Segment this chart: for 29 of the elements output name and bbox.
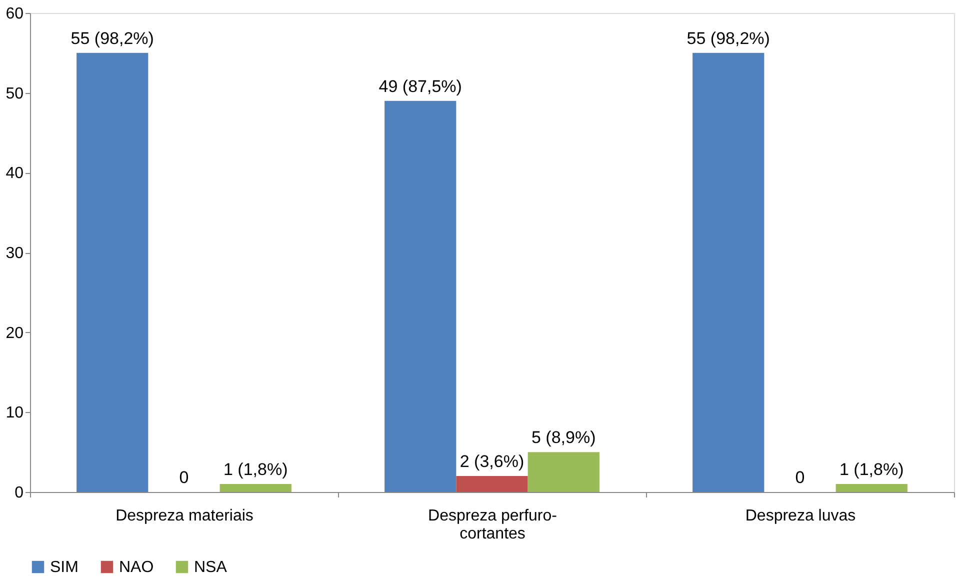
bar: [456, 476, 528, 492]
y-tick-label: 50: [6, 85, 24, 102]
legend-label: NAO: [119, 559, 154, 576]
bar: [76, 52, 148, 492]
data-label: 55 (98,2%): [686, 28, 770, 48]
data-label: 0: [795, 468, 805, 487]
data-label: 1 (1,8%): [224, 460, 288, 480]
data-label: 0: [179, 468, 189, 487]
data-label: 49 (87,5%): [378, 76, 462, 96]
legend-label: NSA: [194, 559, 228, 576]
y-tick-label: 10: [6, 404, 24, 422]
data-label: 2 (3,6%): [460, 452, 524, 472]
y-tick-label: 0: [14, 484, 24, 502]
bar: [384, 100, 456, 492]
data-label: 5 (8,9%): [532, 428, 596, 448]
bar: [528, 452, 600, 492]
y-tick-label: 30: [6, 245, 24, 262]
y-tick-label: 20: [6, 324, 24, 342]
x-tick-label: Despreza luvas: [745, 508, 856, 524]
bar: [836, 484, 908, 492]
y-tick-label: 40: [6, 165, 24, 182]
data-label: 55 (98,2%): [70, 28, 154, 48]
data-label: 1 (1,8%): [840, 460, 904, 480]
legend-label: SIM: [50, 559, 78, 576]
y-tick-label: 60: [6, 6, 24, 22]
x-tick-label: Despreza perfuro-cortantes: [428, 508, 557, 542]
bar: [220, 484, 292, 492]
bar: [692, 52, 764, 492]
x-tick-label: Despreza materiais: [116, 508, 254, 524]
